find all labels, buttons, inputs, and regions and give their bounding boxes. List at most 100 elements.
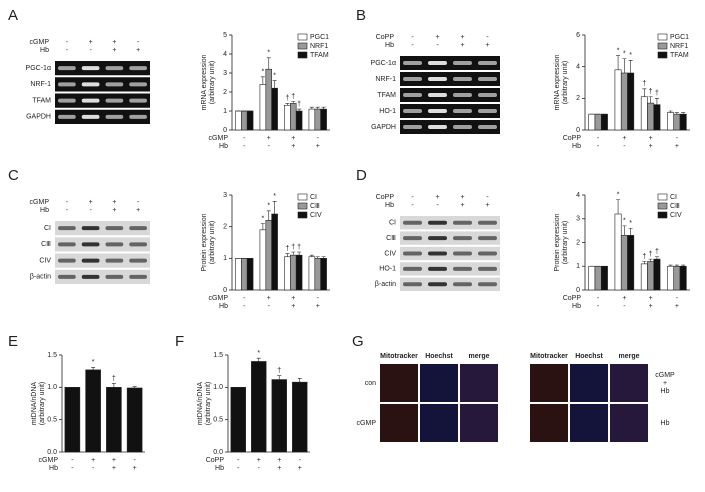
condition-sign: + (112, 47, 116, 54)
blot-band (105, 66, 124, 71)
micrograph (570, 404, 608, 442)
condition-sign: + (298, 465, 302, 472)
blot-band (105, 242, 124, 247)
blot-band (478, 125, 497, 129)
error-bar (642, 261, 647, 264)
condition-sign: - (92, 465, 95, 472)
error-bar (321, 106, 326, 110)
bar (259, 229, 267, 291)
y-tick-label: 0 (223, 287, 227, 294)
condition-name: Hb (385, 202, 394, 209)
significance-mark: † (655, 90, 659, 97)
condition-sign: - (317, 135, 320, 142)
blot-band (403, 109, 422, 113)
condition-sign: - (623, 303, 626, 310)
bar (314, 108, 321, 131)
bar (271, 87, 278, 131)
condition-sign: - (133, 457, 136, 464)
y-tick-label: 0.5 (213, 417, 223, 424)
significance-mark: * (267, 50, 270, 57)
blot-strip (55, 109, 150, 124)
y-tick-label: 1.5 (213, 352, 223, 359)
y-axis-label: (arbitrary unit) (39, 382, 46, 426)
blot-row-label: CI (44, 225, 51, 232)
blot-band (428, 61, 447, 65)
error-bar (654, 98, 659, 105)
legend-swatch (657, 202, 668, 210)
blot-strip (400, 262, 500, 276)
bar (284, 256, 291, 291)
error-bar (616, 55, 621, 70)
error-bar (674, 264, 679, 267)
row-label: cGMP (357, 420, 377, 427)
y-tick-label: 0.0 (47, 449, 57, 456)
micrograph (380, 404, 418, 442)
condition-name: Hb (40, 47, 49, 54)
bar (627, 235, 635, 291)
error-bar (256, 357, 261, 362)
panel-label: F (175, 333, 184, 350)
condition-sign: + (316, 303, 320, 310)
legend-swatch (297, 42, 308, 50)
condition-name: cGMP (209, 135, 229, 142)
significance-mark: * (262, 69, 265, 76)
condition-sign: + (89, 199, 93, 206)
bar (295, 254, 303, 291)
blot-band (129, 66, 147, 71)
condition-sign: + (622, 295, 626, 302)
bar (320, 258, 327, 291)
blot-strip (55, 93, 150, 108)
condition-name: Hb (572, 143, 581, 150)
blot-band (105, 258, 124, 263)
bar (673, 265, 681, 291)
significance-mark: † (297, 244, 301, 251)
condition-sign: - (411, 34, 414, 41)
micrograph (570, 364, 608, 402)
blot-band (453, 93, 472, 97)
condition-name: cGMP (39, 457, 59, 464)
blot-strip (400, 104, 500, 118)
blot-band (428, 125, 447, 129)
bar (320, 108, 327, 131)
condition-sign: - (299, 457, 302, 464)
significance-mark: * (273, 72, 276, 79)
condition-sign: - (623, 143, 626, 150)
legend-label: CⅢ (310, 203, 320, 210)
blot-band (81, 274, 100, 279)
bar (653, 258, 661, 291)
blot-band (105, 274, 124, 279)
condition-sign: - (66, 39, 69, 46)
significance-mark: * (617, 192, 620, 199)
blot-band (453, 220, 472, 225)
condition-sign: - (137, 39, 140, 46)
blot-band (58, 98, 76, 103)
condition-sign: - (486, 194, 489, 201)
legend-swatch (657, 193, 668, 201)
bar (284, 105, 291, 131)
y-tick-label: 4 (576, 192, 580, 199)
blot-band (81, 114, 100, 119)
blot-strip (55, 237, 150, 252)
bar (235, 258, 242, 291)
significance-mark: † (649, 251, 653, 258)
bar (600, 265, 608, 291)
blot-band (453, 77, 472, 81)
error-bar (674, 112, 679, 115)
bar (614, 213, 622, 291)
significance-mark: * (623, 218, 626, 225)
condition-sign: + (291, 135, 295, 142)
legend-swatch (297, 51, 308, 59)
significance-mark: † (642, 81, 646, 88)
blot-strip (400, 120, 500, 134)
condition-name: Hb (572, 303, 581, 310)
error-bar (309, 254, 314, 257)
error-bar (277, 375, 282, 380)
blot-band (129, 82, 147, 87)
blot-row-label: CⅢ (386, 235, 396, 242)
bar (241, 258, 248, 291)
error-bar (628, 227, 633, 236)
blot-row-label: β-actin (30, 274, 51, 281)
significance-mark: † (112, 375, 116, 382)
bar (588, 265, 596, 291)
column-header: Hoechst (425, 353, 453, 360)
